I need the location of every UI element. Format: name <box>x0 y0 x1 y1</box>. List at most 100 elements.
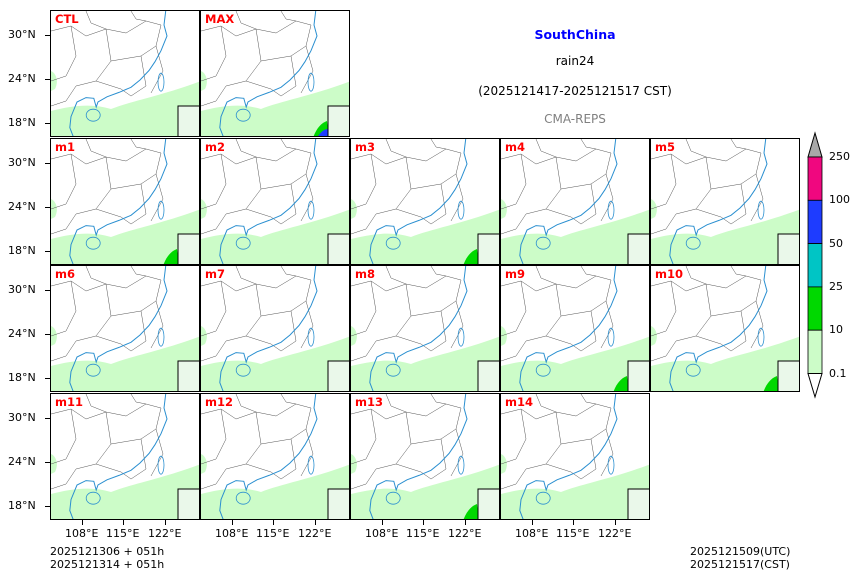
province-border <box>270 438 297 480</box>
coastline <box>369 139 468 264</box>
region-title: SouthChina <box>534 27 616 42</box>
panel-label: m12 <box>205 395 233 409</box>
light-rain-area-west <box>351 326 357 346</box>
lon-tick-mark <box>273 520 274 525</box>
moderate-rain-area <box>463 504 479 519</box>
province-border <box>351 340 377 362</box>
panel-label: m2 <box>205 140 225 154</box>
province-border <box>545 463 572 473</box>
lat-tick-label: 24°N <box>8 455 36 468</box>
coastline <box>519 266 618 391</box>
taiwan-island <box>307 72 315 92</box>
period-title: (2025121417-2025121517 CST) <box>478 84 672 98</box>
map-svg <box>651 266 799 391</box>
map-svg <box>651 139 799 264</box>
province-border <box>245 463 272 473</box>
light-rain-area-west <box>201 71 207 91</box>
province-border <box>51 85 77 107</box>
light-rain-area-west <box>501 454 507 474</box>
province-border <box>95 463 122 473</box>
south-china-sea-inset <box>327 233 349 264</box>
lon-tick-mark <box>615 520 616 525</box>
province-border <box>235 11 257 30</box>
taiwan-island <box>307 327 315 347</box>
province-border <box>675 283 712 342</box>
light-rain-area <box>51 464 199 519</box>
hainan-island <box>85 363 101 377</box>
light-rain-area <box>651 209 799 264</box>
map-panel-m12: m12 <box>200 393 350 520</box>
province-border <box>375 411 412 470</box>
hainan-island <box>85 491 101 505</box>
south-china-sea-inset <box>327 488 349 519</box>
colorbar-label: 10 <box>829 323 843 337</box>
taiwan-island <box>157 327 165 347</box>
province-border <box>675 156 712 215</box>
colorbar-segment <box>807 329 823 374</box>
province-border <box>260 152 312 190</box>
panel-label: m10 <box>655 267 683 281</box>
province-border <box>570 310 597 352</box>
colorbar-label: 25 <box>829 279 843 293</box>
moderate-rain-area <box>463 249 479 264</box>
south-china-sea-inset <box>177 105 199 136</box>
province-border <box>85 394 107 413</box>
lat-tick-label: 30°N <box>8 28 36 41</box>
province-border <box>375 283 412 342</box>
taiwan-island <box>307 455 315 475</box>
coastline <box>219 139 318 264</box>
province-border <box>685 266 707 285</box>
province-border <box>85 11 107 30</box>
lat-tick-label: 30°N <box>8 411 36 424</box>
province-border <box>501 408 527 465</box>
colorbar-segment <box>807 156 823 201</box>
province-border <box>85 139 107 158</box>
province-border <box>245 80 272 90</box>
province-border <box>110 24 162 62</box>
province-border <box>245 335 272 345</box>
coastline <box>669 266 768 391</box>
province-border <box>501 340 527 362</box>
province-border <box>110 407 162 445</box>
province-border <box>525 156 562 215</box>
province-border <box>201 213 227 235</box>
hainan-island <box>235 363 251 377</box>
hainan-island <box>385 363 401 377</box>
province-border <box>430 394 447 405</box>
province-border <box>570 438 597 480</box>
light-rain-area <box>51 81 199 136</box>
province-border <box>75 28 112 87</box>
province-border <box>201 85 227 107</box>
province-border <box>280 139 297 150</box>
province-border <box>501 468 527 490</box>
taiwan-island <box>157 200 165 220</box>
lon-tick-label: 122°E <box>448 527 482 540</box>
province-border <box>120 310 147 352</box>
light-rain-area <box>501 209 649 264</box>
province-border <box>385 266 407 285</box>
taiwan-island <box>607 455 615 475</box>
variable-title: rain24 <box>555 54 595 68</box>
province-border <box>651 153 677 210</box>
province-border <box>245 208 272 218</box>
province-border <box>501 153 527 210</box>
hainan-island <box>385 491 401 505</box>
province-border <box>750 300 764 349</box>
province-border <box>420 438 447 480</box>
light-rain-area-west <box>351 199 357 219</box>
moderate-rain-area <box>613 376 629 391</box>
moderate-rain-area <box>163 249 179 264</box>
colorbar-label: 0.1 <box>829 366 847 380</box>
map-panel-max: MAX <box>200 10 350 137</box>
light-rain-area <box>501 464 649 519</box>
south-china-sea-inset <box>327 360 349 391</box>
province-border <box>545 208 572 218</box>
province-border <box>235 139 257 158</box>
province-border <box>270 310 297 352</box>
province-border <box>130 394 147 405</box>
light-rain-area-west <box>501 326 507 346</box>
map-svg <box>51 11 199 136</box>
lon-tick-label: 122°E <box>148 527 182 540</box>
colorbar-label: 100 <box>829 193 850 207</box>
province-border <box>450 300 464 349</box>
